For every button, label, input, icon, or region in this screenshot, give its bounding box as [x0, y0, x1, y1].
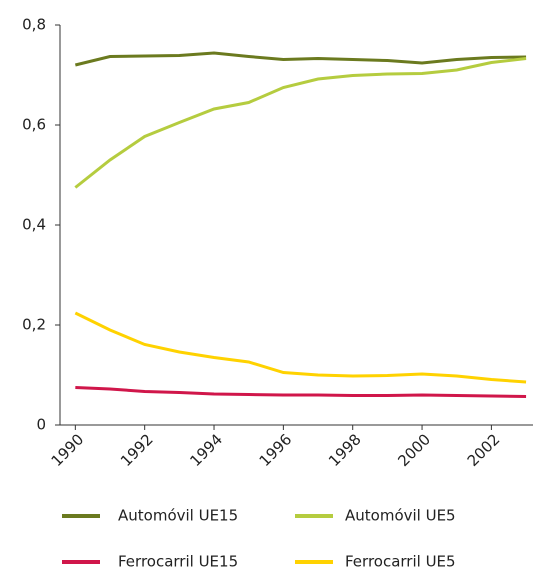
- y-tick-label: 0,2: [22, 316, 46, 334]
- y-tick-label: 0: [36, 416, 46, 434]
- legend-label: Automóvil UE5: [345, 507, 456, 525]
- x-tick-label: 1992: [117, 430, 157, 470]
- legend-label: Ferrocarril UE15: [118, 553, 238, 571]
- x-tick-label: 2000: [394, 430, 434, 470]
- line-series: [75, 386, 527, 398]
- y-tick-label: 0,4: [22, 216, 46, 234]
- legend-label: Automóvil UE15: [118, 507, 238, 525]
- x-tick-label: 1994: [186, 430, 226, 470]
- y-tick-label: 0,8: [22, 16, 46, 34]
- legend-label: Ferrocarril UE5: [345, 553, 456, 571]
- x-tick-label: 2002: [464, 430, 504, 470]
- line-series: [74, 51, 527, 67]
- x-tick-label: 1998: [325, 430, 365, 470]
- x-tick-label: 1996: [256, 430, 296, 470]
- line-series: [74, 311, 527, 384]
- y-tick-label: 0,6: [22, 116, 46, 134]
- x-tick-label: 1990: [48, 430, 88, 470]
- line-series: [74, 57, 527, 189]
